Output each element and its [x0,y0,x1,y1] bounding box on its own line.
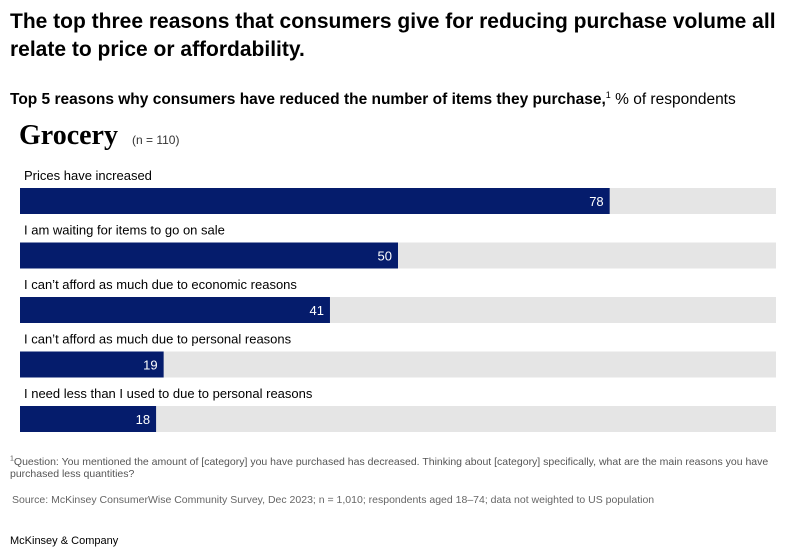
bar [20,351,164,378]
bar-row: I am waiting for items to go on sale 50 [20,223,776,269]
subtitle-text: Top 5 reasons why consumers have reduced… [10,91,606,108]
category-label: I need less than I used to due to person… [24,386,313,401]
bar-row: I need less than I used to due to person… [20,386,776,432]
brand-logo: McKinsey & Company [10,535,119,547]
bar-row: I can’t afford as much due to economic r… [20,277,776,323]
unit-label: % of respondents [615,91,736,108]
sample-size: (n = 110) [132,133,180,147]
bar-value-label: 78 [589,194,603,209]
bar-value-label: 50 [378,249,392,264]
bar [20,297,330,323]
category-label: Prices have increased [24,168,152,183]
bar-chart: Prices have increased 78 I am waiting for … [20,168,776,432]
bar-value-label: 19 [143,358,157,373]
bar-row: Prices have increased 78 [20,168,776,214]
bar [20,242,398,269]
footnote-number: 1 [10,455,14,463]
category-label: I am waiting for items to go on sale [24,223,225,238]
source-note: Source: McKinsey ConsumerWise Community … [12,494,655,506]
panel-title: Grocery [19,120,118,151]
category-label: I can’t afford as much due to personal r… [24,332,292,347]
chart-subtitle: Top 5 reasons why consumers have reduced… [10,90,800,110]
headline: The top three reasons that consumers giv… [10,10,776,61]
bar-value-label: 41 [309,303,323,318]
footnote-marker: 1 [605,89,611,100]
footnote-text: Question: You mentioned the amount of [c… [10,456,769,480]
bar [20,188,610,214]
bar-value-label: 18 [136,412,150,427]
category-label: I can’t afford as much due to economic r… [24,277,297,292]
bar-row: I can’t afford as much due to personal r… [20,332,776,378]
bar [20,406,157,432]
footnote: 1Question: You mentioned the amount of [… [10,455,794,481]
